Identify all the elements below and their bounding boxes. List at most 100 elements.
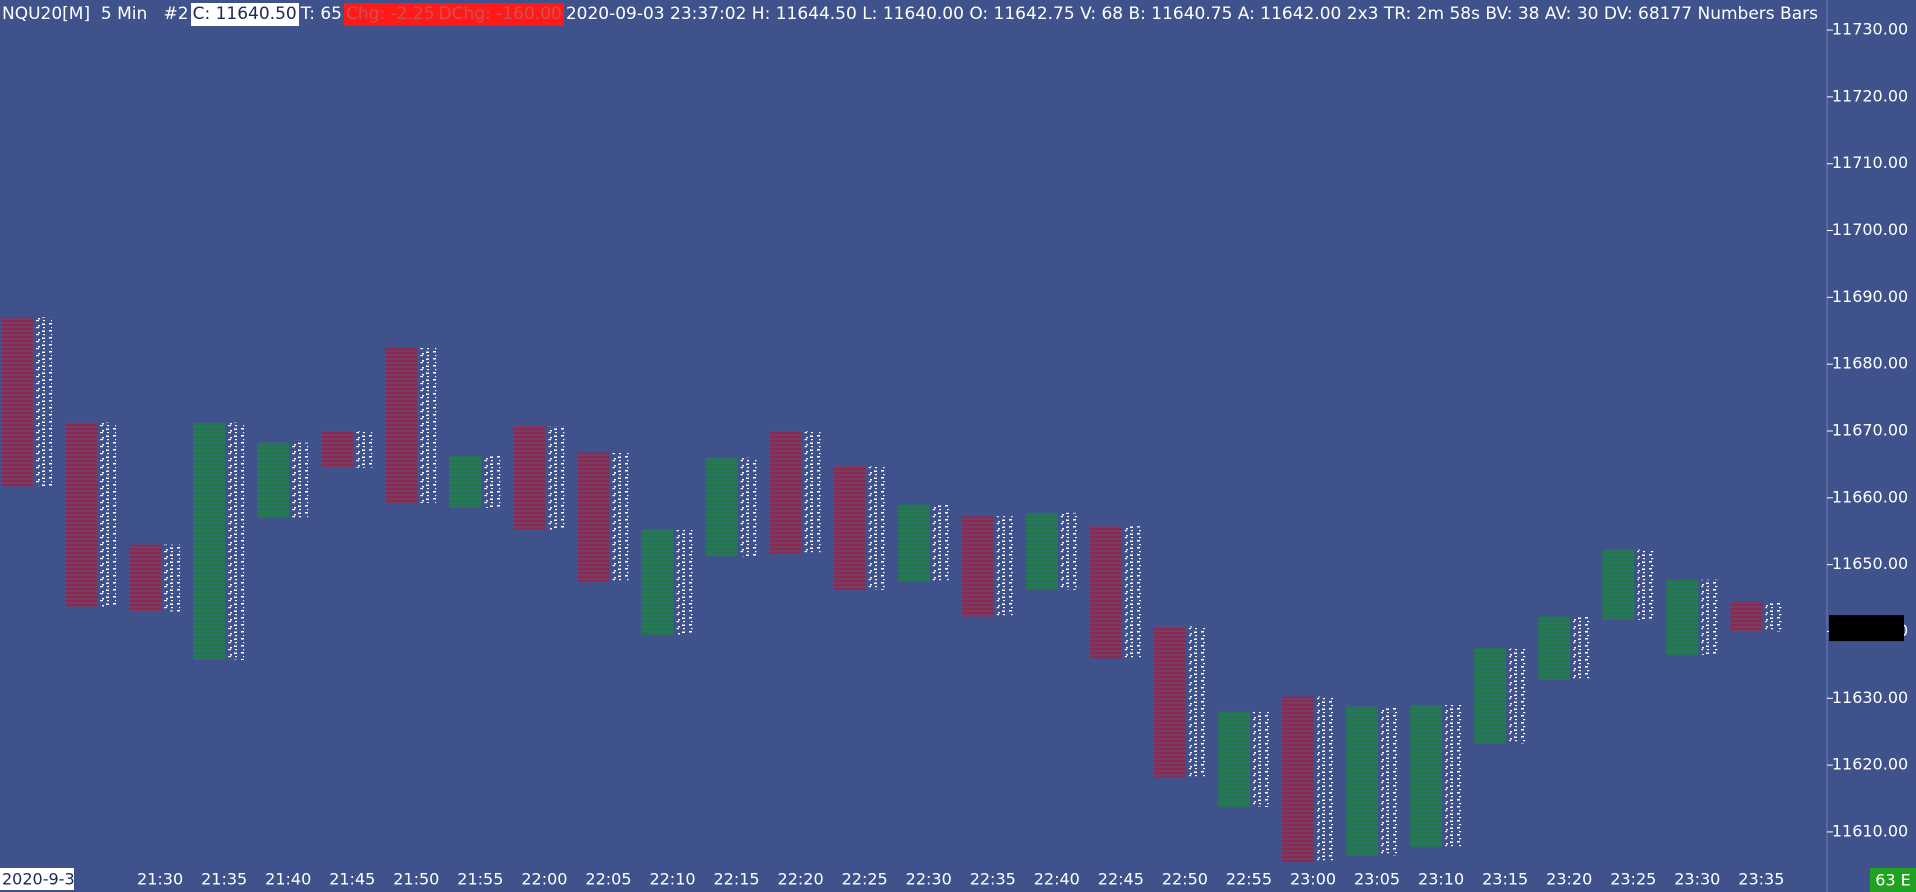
bar-stripes	[193, 422, 226, 660]
bar-stripes	[1602, 549, 1635, 620]
x-tick-label: 21:40	[265, 870, 311, 889]
bar-numbers	[1445, 704, 1462, 847]
bar-stripes	[897, 504, 930, 582]
bar-numbers	[676, 529, 693, 635]
x-tick-label: 23:05	[1354, 870, 1400, 889]
change: Chg: -2.25	[343, 2, 437, 26]
bar-numbers	[1701, 579, 1718, 655]
bar-stripes	[705, 457, 738, 557]
x-tick-label: 21:30	[137, 870, 183, 889]
x-tick-label: 23:00	[1290, 870, 1336, 889]
y-tick-label: 11710.00	[1832, 153, 1908, 172]
x-tick-label: 22:20	[778, 870, 824, 889]
bar-numbers	[996, 516, 1013, 617]
x-tick-label: 22:25	[842, 870, 888, 889]
bar-numbers	[484, 456, 501, 508]
bar-numbers	[420, 347, 437, 503]
x-tick-label: 22:55	[1226, 870, 1272, 889]
bar-stripes	[1346, 706, 1379, 856]
x-tick-label: 21:35	[201, 870, 247, 889]
bar-stripes	[1474, 648, 1507, 744]
last-price-marker	[1829, 615, 1904, 642]
bar-stripes	[1089, 526, 1122, 659]
bar-numbers	[356, 431, 373, 468]
bar-numbers	[1765, 601, 1782, 632]
bar-stripes	[1666, 579, 1699, 655]
bar-numbers	[804, 431, 821, 553]
bar-stripes	[129, 544, 162, 612]
bar-numbers	[292, 442, 309, 518]
x-tick-label: 23:25	[1610, 870, 1656, 889]
bar-stripes	[641, 529, 674, 635]
bar-stripes	[769, 431, 802, 553]
header: NQU20[M] 5 Min #2 C: 11640.50 T: 65 Chg:…	[0, 2, 1820, 26]
bar-stripes	[1730, 601, 1763, 632]
bar-numbers	[228, 422, 245, 660]
x-tick-label: 22:50	[1162, 870, 1208, 889]
x-tick-label: 22:30	[906, 870, 952, 889]
bar-stripes	[1025, 512, 1058, 590]
date-box	[0, 868, 74, 890]
bar-numbers	[164, 544, 181, 612]
x-tick-label: 23:35	[1738, 870, 1784, 889]
daily-change: DChg: -160.00	[436, 2, 564, 26]
bar-numbers	[1060, 512, 1077, 590]
y-tick-label: 11680.00	[1832, 354, 1908, 373]
x-tick-label: 23:10	[1418, 870, 1464, 889]
y-tick-label: 11670.00	[1832, 421, 1908, 440]
x-tick-label: 22:05	[585, 870, 631, 889]
bar-numbers	[1381, 706, 1398, 856]
y-tick-label: 11660.00	[1832, 487, 1908, 506]
x-tick-label: 21:45	[329, 870, 375, 889]
bar-numbers	[1188, 626, 1205, 777]
y-tick-label: 11700.00	[1832, 220, 1908, 239]
y-tick-label: 11650.00	[1832, 554, 1908, 573]
symbol: NQU20[M] 5 Min #2	[2, 3, 189, 24]
bar-stripes	[577, 452, 610, 582]
y-tick-label: 11690.00	[1832, 287, 1908, 306]
close-price: C: 11640.50	[190, 2, 299, 26]
bar-numbers	[740, 457, 757, 557]
date-label: 2020-9-3	[2, 870, 75, 889]
x-tick-label: 22:45	[1098, 870, 1144, 889]
bar-stripes	[513, 425, 546, 530]
y-tick-label: 11730.00	[1832, 20, 1908, 39]
status-label: 63 E	[1875, 871, 1911, 890]
x-tick-label: 23:20	[1546, 870, 1592, 889]
x-tick-label: 21:50	[393, 870, 439, 889]
x-tick-label: 22:10	[649, 870, 695, 889]
x-tick-label: 22:15	[713, 870, 759, 889]
x-tick-label: 22:40	[1034, 870, 1080, 889]
bar-numbers	[1637, 549, 1654, 620]
bar-stripes	[257, 442, 290, 518]
x-tick-label: 23:15	[1482, 870, 1528, 889]
bar-numbers	[1124, 526, 1141, 659]
bar-stripes	[1410, 704, 1443, 847]
bar-numbers	[1573, 616, 1590, 680]
bar-numbers	[612, 452, 629, 582]
bar-stripes	[385, 347, 418, 503]
bar-numbers	[1509, 648, 1526, 744]
x-tick-label: 21:55	[457, 870, 503, 889]
y-tick-label: 11720.00	[1832, 86, 1908, 105]
y-tick-label: 11620.00	[1832, 755, 1908, 774]
bar-stripes	[1282, 696, 1314, 862]
bar-stripes	[449, 456, 482, 508]
bar-stripes	[1538, 616, 1571, 680]
bar-stripes	[961, 516, 994, 617]
y-tick-label: 11630.00	[1832, 688, 1908, 707]
bar-numbers	[548, 425, 565, 530]
x-tick-label: 22:35	[970, 870, 1016, 889]
status-box	[1870, 868, 1916, 892]
trades: T: 65	[300, 3, 342, 24]
bar-stripes	[833, 466, 866, 590]
bar-numbers	[36, 317, 52, 487]
bar-stripes	[65, 422, 98, 607]
bar-stripes	[1153, 626, 1186, 777]
bar-stripes	[1, 317, 33, 487]
y-tick-label: 11610.00	[1832, 821, 1908, 840]
bar-numbers	[1317, 696, 1333, 862]
bar-stripes	[321, 431, 354, 468]
